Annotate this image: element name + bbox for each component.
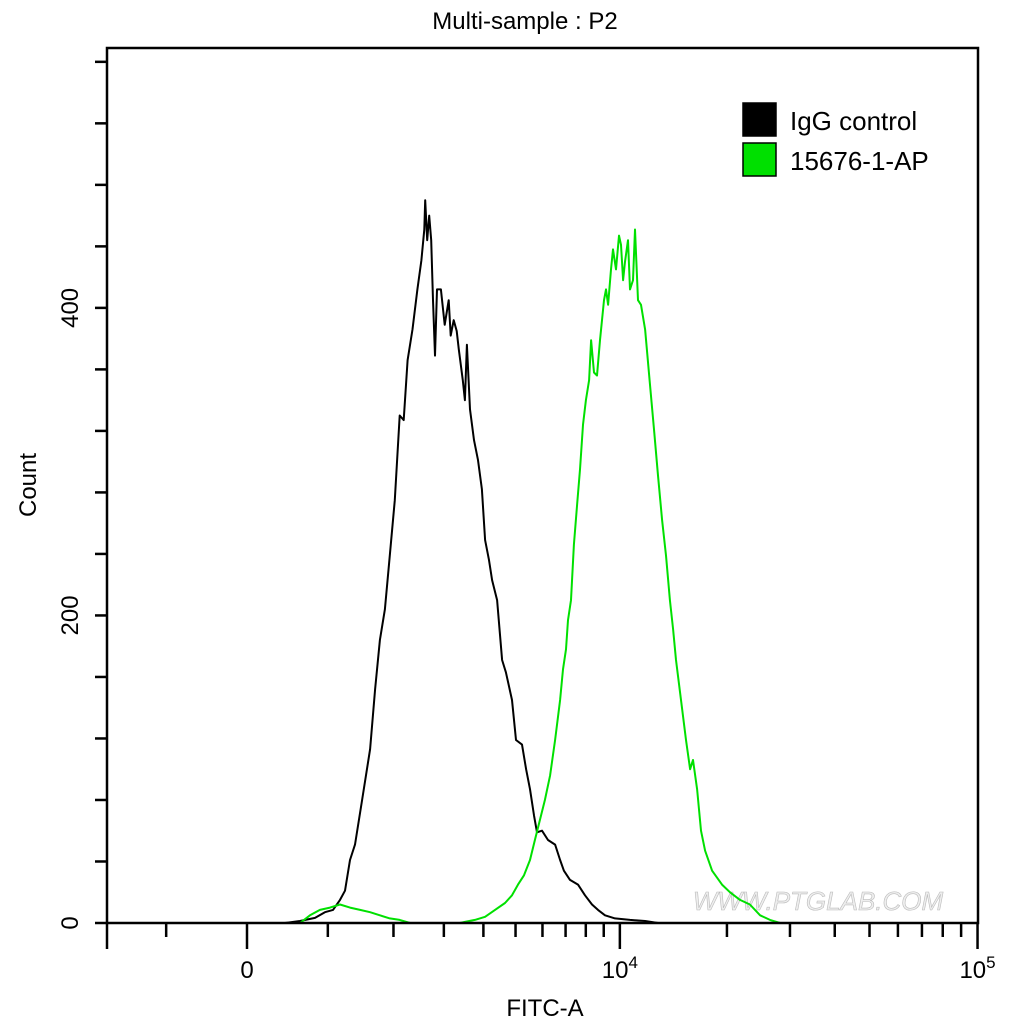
- x-tick-label: 0: [240, 957, 253, 984]
- x-tick-label: 105: [959, 953, 995, 984]
- y-axis-label: Count: [15, 453, 42, 517]
- y-tick-label: 400: [57, 288, 84, 328]
- chart-title: Multi-sample : P2: [432, 8, 617, 35]
- x-tick-label: 104: [602, 953, 638, 984]
- legend-swatch: [742, 102, 777, 137]
- legend-label: 15676-1-AP: [790, 146, 929, 176]
- x-axis-label: FITC-A: [506, 995, 583, 1022]
- y-tick-label: 200: [57, 595, 84, 635]
- series-line-15676-1-ap: [299, 228, 781, 924]
- legend-label: IgG control: [790, 106, 917, 136]
- plot-frame: [105, 46, 980, 925]
- y-tick-label: 0: [57, 916, 84, 929]
- watermark-text: WWW.PTGLAB.COM: [693, 886, 944, 916]
- legend-swatch: [742, 142, 777, 177]
- series-line-igg-control: [284, 199, 659, 924]
